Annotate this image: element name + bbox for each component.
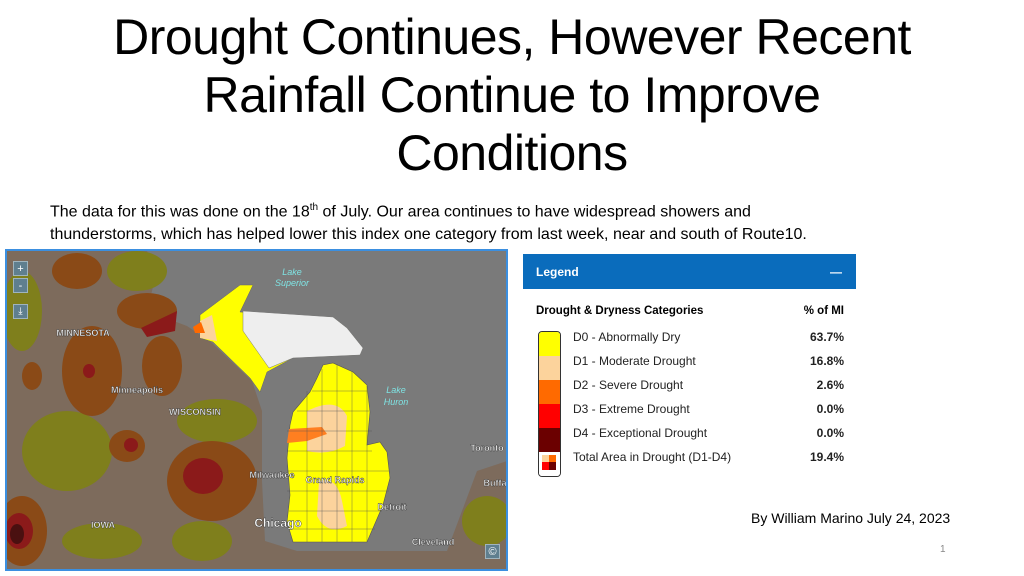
legend-row-d0: D0 - Abnormally Dry 63.7% [536, 325, 844, 349]
label-detroit: Detroit [378, 502, 407, 512]
drought-map[interactable]: Lake Superior Lake Huron MINNESOTA Minne… [5, 249, 508, 571]
zoom-out-button[interactable]: - [13, 278, 28, 293]
row-percent: 2.6% [816, 378, 844, 392]
row-percent: 16.8% [809, 354, 844, 368]
zoom-in-button[interactable]: + [13, 261, 28, 276]
row-label: D1 - Moderate Drought [573, 354, 696, 368]
upper-peninsula-no-drought [242, 310, 364, 369]
color-swatches [538, 331, 561, 477]
legend-columns: Drought & Dryness Categories % of MI [523, 289, 856, 317]
legend-header: Legend — [523, 254, 856, 289]
legend-row-d3: D3 - Extreme Drought 0.0% [536, 397, 844, 421]
percent-header: % of MI [803, 305, 844, 317]
legend-row-d2: D2 - Severe Drought 2.6% [536, 373, 844, 397]
byline: By William Marino July 24, 2023 [751, 510, 951, 526]
download-icon[interactable]: ⤓ [13, 304, 28, 319]
map-graphic: Lake Superior Lake Huron MINNESOTA Minne… [7, 251, 508, 569]
row-label: D2 - Severe Drought [573, 378, 684, 392]
copyright-button[interactable]: © [485, 544, 500, 559]
row-percent: 0.0% [816, 402, 844, 416]
legend-title: Legend [536, 264, 579, 279]
swatch-d0 [539, 332, 560, 356]
legend-row-d4: D4 - Exceptional Drought 0.0% [536, 421, 844, 445]
lower-d1-south [317, 480, 347, 530]
up-d2 [193, 322, 205, 333]
superscript: th [309, 202, 319, 213]
collapse-button[interactable]: — [830, 264, 842, 279]
swatch-d2 [539, 380, 560, 404]
row-percent: 19.4% [809, 450, 844, 464]
lower-peninsula [286, 362, 391, 543]
swatch-total [539, 452, 560, 476]
legend-rows: D0 - Abnormally Dry 63.7% D1 - Moderate D… [536, 325, 844, 477]
olive-areas [7, 251, 506, 561]
page-number: 1 [940, 544, 946, 555]
body-text-line: thunderstorms, which has helped lower th… [50, 226, 807, 244]
label-chicago: Chicago [254, 516, 301, 530]
row-label: D3 - Extreme Drought [573, 402, 690, 416]
label-lake-huron: Huron [384, 397, 409, 407]
label-cleveland: Cleveland [412, 537, 455, 547]
label-grand-rapids: Grand Rapids [305, 475, 364, 485]
swatch-d4 [539, 428, 560, 452]
label-lake-superior: Superior [275, 278, 310, 288]
row-label: D4 - Exceptional Drought [573, 426, 708, 440]
body-text-part: of July. Our area continues to have wide… [318, 203, 751, 221]
body-text: The data for this was done on the 18th o… [50, 196, 950, 246]
legend-row-d1: D1 - Moderate Drought 16.8% [536, 349, 844, 373]
body-text-part: The data for this was done on the 18 [50, 203, 310, 221]
title-line: Conditions [396, 125, 628, 181]
legend-panel: Legend — Drought & Dryness Categories % … [523, 254, 856, 477]
swatch-d3 [539, 404, 560, 428]
title-line: Rainfall Continue to Improve [203, 67, 821, 123]
swatch-d1 [539, 356, 560, 380]
row-label: Total Area in Drought (D1-D4) [573, 450, 732, 464]
label-minneapolis: Minneapolis [111, 385, 163, 395]
row-percent: 0.0% [816, 426, 844, 440]
slide-title: Drought Continues, However Recent Rainfa… [0, 8, 1024, 182]
label-buffalo: Buffa [484, 478, 508, 488]
label-iowa: IOWA [91, 520, 115, 530]
row-percent: 63.7% [809, 330, 844, 344]
label-wisconsin: WISCONSIN [169, 407, 221, 417]
county-lines [287, 364, 389, 542]
category-header: Drought & Dryness Categories [536, 305, 704, 317]
land-west [7, 251, 506, 569]
title-line: Drought Continues, However Recent [113, 9, 911, 65]
label-toronto: Toronto [470, 443, 504, 453]
label-lake-huron: Lake [386, 385, 406, 395]
legend-row-total: Total Area in Drought (D1-D4) 19.4% [536, 445, 844, 469]
label-lake-superior: Lake [282, 267, 302, 277]
up-d1 [200, 315, 217, 341]
darkest-area [10, 524, 24, 544]
label-milwaukee: Milwaukee [249, 470, 294, 480]
label-minnesota: MINNESOTA [56, 328, 110, 338]
row-label: D0 - Abnormally Dry [573, 330, 681, 344]
